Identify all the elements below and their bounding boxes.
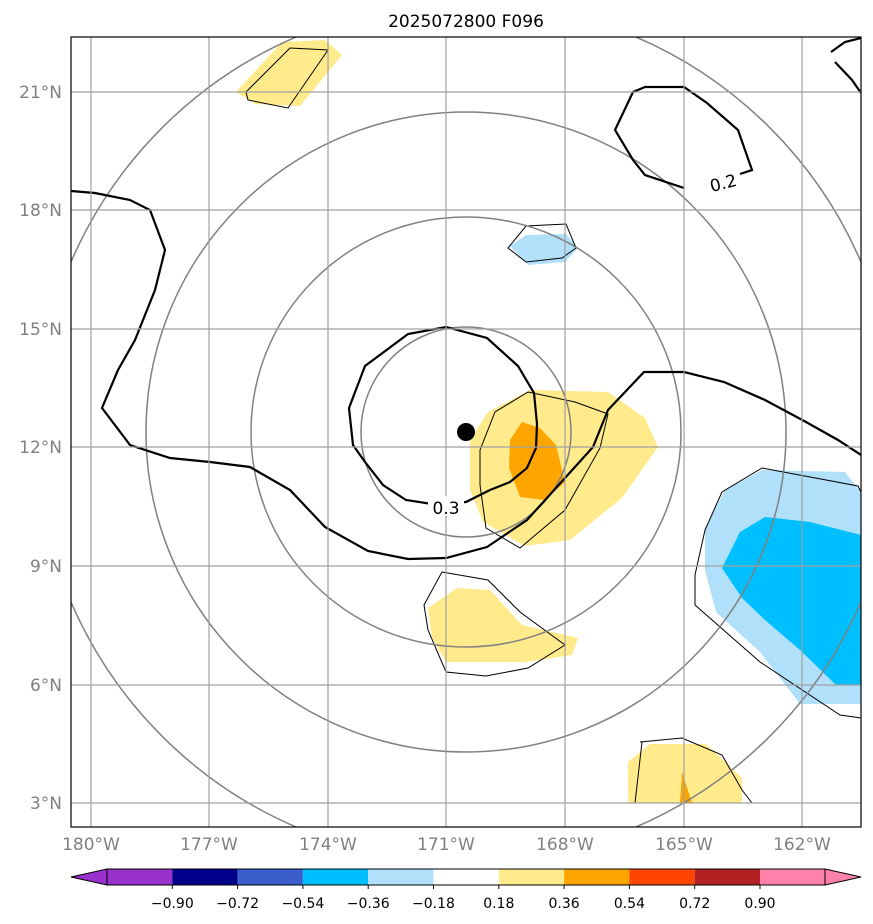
contour-label-0.3: 0.3 bbox=[432, 499, 459, 519]
colorbar-swatch-10 bbox=[694, 869, 760, 885]
negative-anomaly-north bbox=[510, 234, 578, 265]
gridlines bbox=[71, 37, 861, 827]
contour-ne-fragment bbox=[830, 37, 861, 53]
colorbar-tick-label: −0.18 bbox=[412, 896, 455, 912]
colorbar-tick-label: 0.72 bbox=[679, 896, 710, 912]
colorbar-tick-marks bbox=[171, 885, 761, 889]
positive-anomaly-south bbox=[428, 588, 578, 662]
negative-anomaly-east-core bbox=[722, 517, 861, 685]
positive-anomaly-se-core bbox=[680, 772, 692, 803]
contour-ne-fragment-2 bbox=[834, 61, 861, 94]
lon-axis-labels: 180°W 177°W 174°W 171°W 168°W 165°W 162°… bbox=[62, 835, 831, 855]
colorbar-frame bbox=[106, 868, 826, 886]
lon-label-171W: 171°W bbox=[417, 835, 475, 855]
lon-label-162W: 162°W bbox=[773, 835, 831, 855]
colorbar-swatch-5 bbox=[368, 869, 434, 885]
contour-label-bg-0.2 bbox=[704, 168, 742, 196]
contour-0.3-inner bbox=[347, 325, 539, 506]
colorbar-extend-high bbox=[824, 868, 862, 886]
lon-label-180W: 180°W bbox=[62, 835, 120, 855]
figure-title: 2025072800 F096 bbox=[388, 12, 544, 32]
lat-label-6N: 6°N bbox=[30, 676, 62, 696]
colorbar-tick-label: −0.54 bbox=[281, 896, 324, 912]
range-ring-4 bbox=[71, 37, 861, 827]
colorbar-swatch-1 bbox=[107, 869, 173, 885]
lon-label-168W: 168°W bbox=[536, 835, 594, 855]
colorbar-tick-label: 0.90 bbox=[744, 896, 775, 912]
range-rings bbox=[71, 37, 861, 827]
colorbar-swatch-7 bbox=[498, 869, 565, 885]
thick-contours bbox=[71, 37, 861, 561]
range-ring-2 bbox=[250, 216, 682, 648]
colorbar-tick-label: 0.18 bbox=[483, 896, 514, 912]
contour-0.3-outer bbox=[71, 189, 861, 561]
colorbar-swatch-4 bbox=[302, 869, 369, 885]
lon-label-174W: 174°W bbox=[299, 835, 357, 855]
colorbar-swatch-9 bbox=[629, 869, 695, 885]
anomaly-fills bbox=[236, 40, 861, 803]
storm-center-marker bbox=[457, 423, 475, 441]
lon-label-165W: 165°W bbox=[655, 835, 713, 855]
range-ring-3 bbox=[145, 111, 787, 753]
positive-anomaly-se bbox=[628, 744, 742, 803]
colorbar: −0.90 −0.72 −0.54 −0.36 −0.18 0.18 0.36 … bbox=[70, 868, 862, 912]
contour-0.2 bbox=[613, 85, 754, 190]
colorbar-tick-label: −0.72 bbox=[216, 896, 259, 912]
lat-label-3N: 3°N bbox=[30, 794, 62, 814]
colorbar-tick-label: −0.36 bbox=[347, 896, 390, 912]
colorbar-extend-low bbox=[70, 868, 108, 886]
map-plot-area: 0.3 0.2 bbox=[71, 37, 861, 827]
colorbar-tick-label: −0.90 bbox=[151, 896, 194, 912]
colorbar-tick-label: 0.36 bbox=[549, 896, 580, 912]
lat-axis-labels: 21°N 18°N 15°N 12°N 9°N 6°N 3°N bbox=[19, 83, 62, 814]
contour-label-bg-0.3 bbox=[428, 496, 464, 516]
positive-anomaly-central-core bbox=[509, 422, 565, 500]
colorbar-swatch-11 bbox=[760, 869, 825, 885]
range-ring-1 bbox=[360, 326, 572, 538]
positive-anomaly-nw bbox=[236, 40, 342, 106]
colorbar-tick-label: 0.54 bbox=[614, 896, 645, 912]
lat-label-21N: 21°N bbox=[19, 83, 62, 103]
lat-label-18N: 18°N bbox=[19, 201, 62, 221]
colorbar-swatch-6 bbox=[433, 869, 499, 885]
colorbar-swatch-2 bbox=[172, 869, 238, 885]
lon-label-177W: 177°W bbox=[180, 835, 238, 855]
plot-frame bbox=[70, 36, 862, 828]
lat-label-12N: 12°N bbox=[19, 438, 62, 458]
colorbar-swatch-3 bbox=[237, 869, 303, 885]
lat-label-15N: 15°N bbox=[19, 320, 62, 340]
colorbar-swatch-8 bbox=[564, 869, 630, 885]
lat-label-9N: 9°N bbox=[30, 557, 62, 577]
